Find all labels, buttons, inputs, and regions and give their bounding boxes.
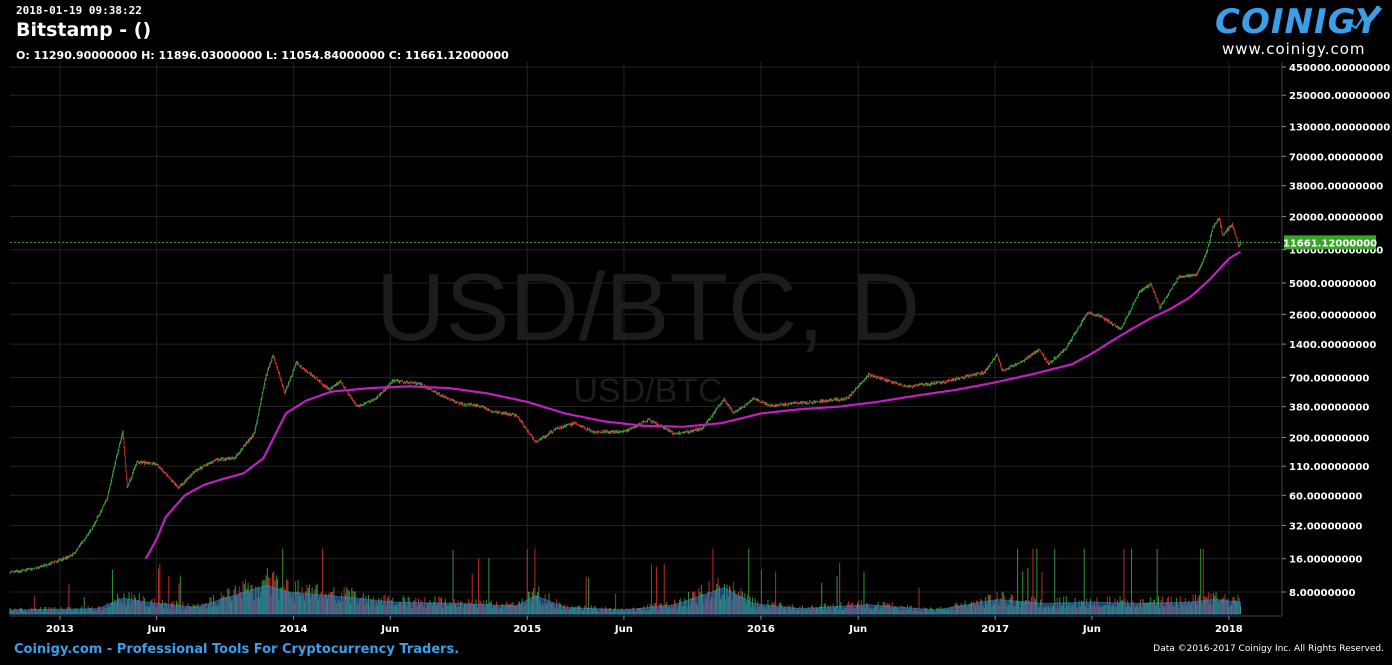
watermark-large: USD/BTC, D (376, 254, 920, 361)
logo-url[interactable]: www.coinigy.com (1222, 40, 1366, 58)
x-tick-label: Jun (380, 624, 399, 635)
y-tick-label: 1400.00000000 (1289, 340, 1376, 351)
y-tick-label: 380.00000000 (1289, 403, 1369, 414)
footer-copyright: Data ©2016-2017 Coinigy Inc. All Rights … (1153, 644, 1384, 654)
volume-envelope (9, 584, 1242, 615)
coinigy-logo[interactable]: COINIGY www.coinigy.com (1212, 2, 1384, 58)
y-tick-label: 110.00000000 (1289, 462, 1369, 473)
current-price-label: 11661.12000000 (1283, 238, 1377, 249)
y-tick-label: 20000.00000000 (1289, 212, 1383, 223)
y-tick-label: 200.00000000 (1289, 433, 1369, 444)
header-datetime: 2018-01-19 09:38:22 (16, 4, 142, 17)
grid (10, 62, 1282, 616)
watermark-small: USD/BTC (573, 372, 722, 410)
x-tick-label: Jun (147, 624, 166, 635)
y-tick-label: 60.00000000 (1289, 491, 1362, 502)
y-tick-label: 38000.00000000 (1289, 182, 1383, 193)
x-tick-label: 2017 (981, 624, 1009, 635)
y-tick-label: 5000.00000000 (1289, 279, 1376, 290)
x-axis: 2013 Jun 2014 Jun 2015 Jun 2016 Jun 2017 Jun 2018 (46, 616, 1243, 635)
x-tick-label: Jun (848, 624, 867, 635)
x-tick-label: 2014 (280, 624, 308, 635)
y-tick-label: 70000.00000000 (1289, 152, 1383, 163)
x-tick-label: 2015 (513, 624, 541, 635)
y-tick-label: 250000.00000000 (1289, 91, 1390, 102)
x-tick-label: Jun (614, 624, 633, 635)
y-tick-label: 450000.00000000 (1289, 63, 1390, 74)
y-tick-label: 130000.00000000 (1289, 123, 1390, 134)
x-tick-label: 2013 (46, 624, 74, 635)
x-tick-label: 2016 (747, 624, 775, 635)
y-tick-label: 10000.00000000 (1289, 246, 1383, 257)
ohlc-readout: O: 11290.90000000 H: 11896.03000000 L: 1… (16, 49, 509, 62)
footer-tagline[interactable]: Coinigy.com - Professional Tools For Cry… (14, 642, 460, 657)
volume-layer (9, 548, 1242, 615)
y-tick-label: 2600.00000000 (1289, 310, 1376, 321)
x-tick-label: Jun (1082, 624, 1101, 635)
y-tick-label: 8.00000000 (1289, 588, 1355, 599)
logo-wordmark: COINIGY (1215, 2, 1381, 42)
current-price-tag: 11661.12000000 (1283, 235, 1377, 250)
moving-average-layer (144, 250, 1241, 560)
x-tick-label: 2018 (1215, 624, 1243, 635)
y-tick-label: 700.00000000 (1289, 373, 1369, 384)
y-tick-label: 16.00000000 (1289, 555, 1362, 566)
candle-layer (9, 217, 1241, 574)
logo-chart-icon (1341, 6, 1380, 33)
page-title: Bitstamp - () (16, 19, 152, 41)
moving-average-line (144, 250, 1241, 560)
y-axis: 450000.00000000 250000.00000000 130000.000… (1282, 63, 1390, 599)
y-tick-label: 32.00000000 (1289, 521, 1362, 532)
